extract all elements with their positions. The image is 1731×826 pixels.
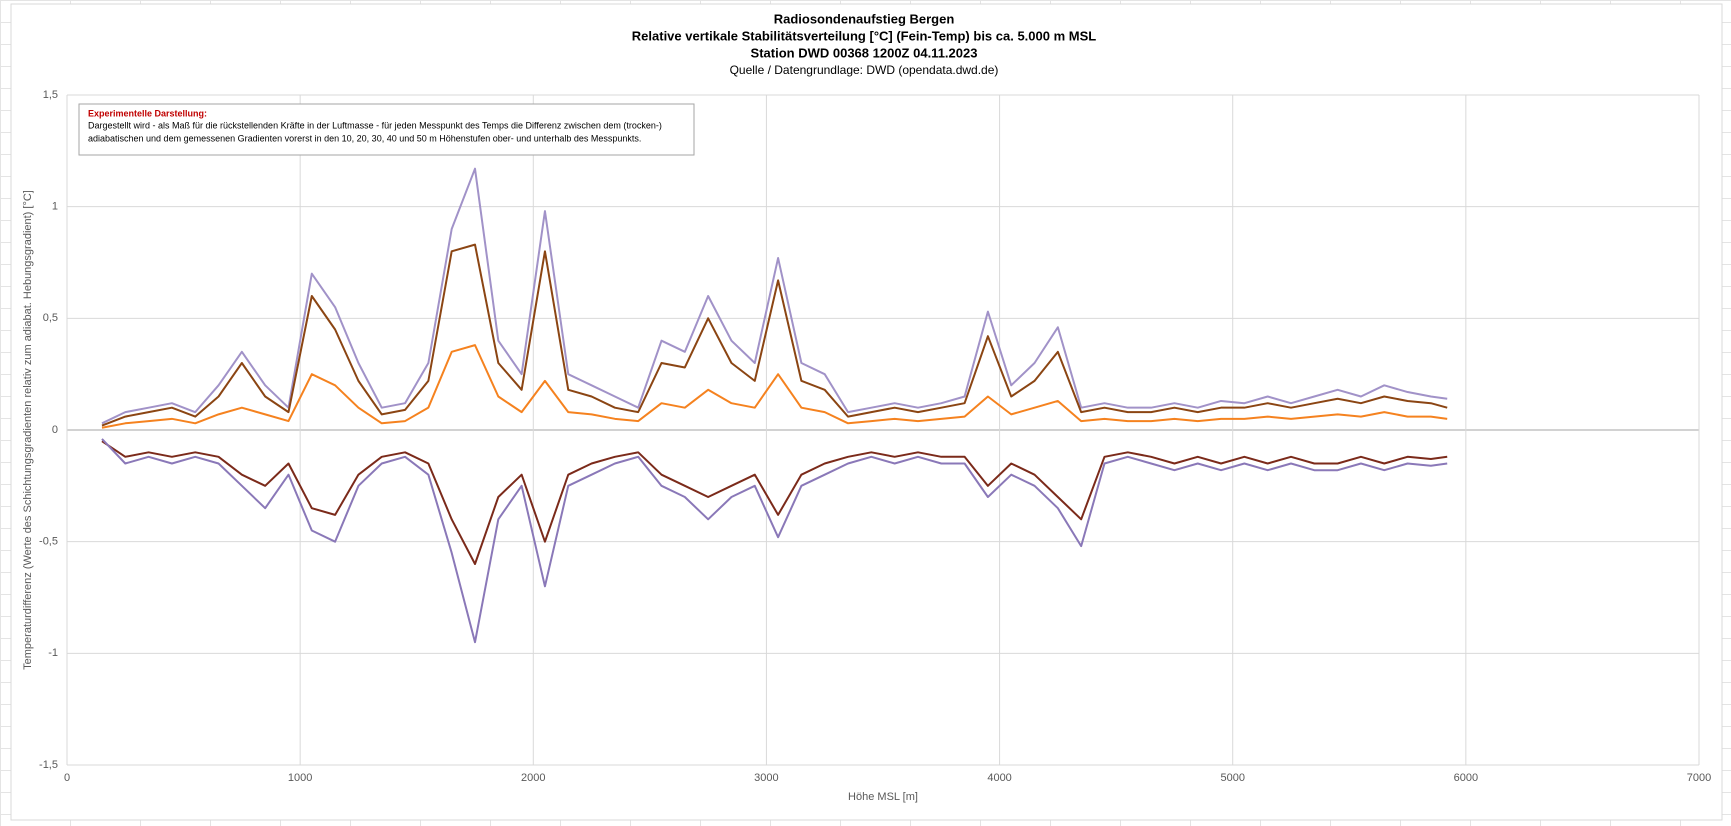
y-tick-label: 1 xyxy=(52,201,58,213)
x-tick-label: 1000 xyxy=(288,772,312,784)
x-tick-label: 4000 xyxy=(987,772,1011,784)
x-tick-label: 3000 xyxy=(754,772,778,784)
annotation-heading: Experimentelle Darstellung: xyxy=(88,108,207,118)
x-tick-label: 0 xyxy=(64,772,70,784)
data-line xyxy=(101,243,1448,427)
annotation-box xyxy=(78,103,695,156)
y-tick-label: 0 xyxy=(52,424,58,436)
chart-subtitle: Quelle / Datengrundlage: DWD (opendata.d… xyxy=(730,63,999,77)
y-tick-label: -0,5 xyxy=(39,536,58,548)
data-line xyxy=(101,344,1448,429)
x-tick-label: 2000 xyxy=(521,772,545,784)
x-tick-label: 6000 xyxy=(1454,772,1478,784)
data-line xyxy=(101,438,1448,644)
y-axis-label: Temperaturdifferenz (Werte des Schichtun… xyxy=(22,190,34,670)
grid: 1,5 1 0,5 0 -0,5 -1 -1,5 0 1000 2000 3000 4000 5000 6… xyxy=(39,89,1711,784)
chart-title: Radiosondenaufstieg Bergen xyxy=(774,11,955,26)
y-tick-label: 1,5 xyxy=(43,89,58,101)
annotation-text: adiabatischen und dem gemessenen Gradien… xyxy=(88,133,641,143)
annotation-text: Dargestellt wird - als Maß für die rücks… xyxy=(88,120,662,130)
plot-lines xyxy=(101,167,1448,644)
y-tick-label: 0,5 xyxy=(43,312,58,324)
data-line xyxy=(101,167,1448,425)
data-line xyxy=(101,440,1448,565)
x-axis-label: Höhe MSL [m] xyxy=(848,791,918,803)
x-tick-label: 7000 xyxy=(1687,772,1711,784)
x-tick-label: 5000 xyxy=(1220,772,1244,784)
chart-subtitle: Relative vertikale Stabilitätsverteilung… xyxy=(632,28,1096,43)
chart-subtitle: Station DWD 00368 1200Z 04.11.2023 xyxy=(751,45,978,60)
y-tick-label: -1,5 xyxy=(39,759,58,771)
y-tick-label: -1 xyxy=(48,647,58,659)
